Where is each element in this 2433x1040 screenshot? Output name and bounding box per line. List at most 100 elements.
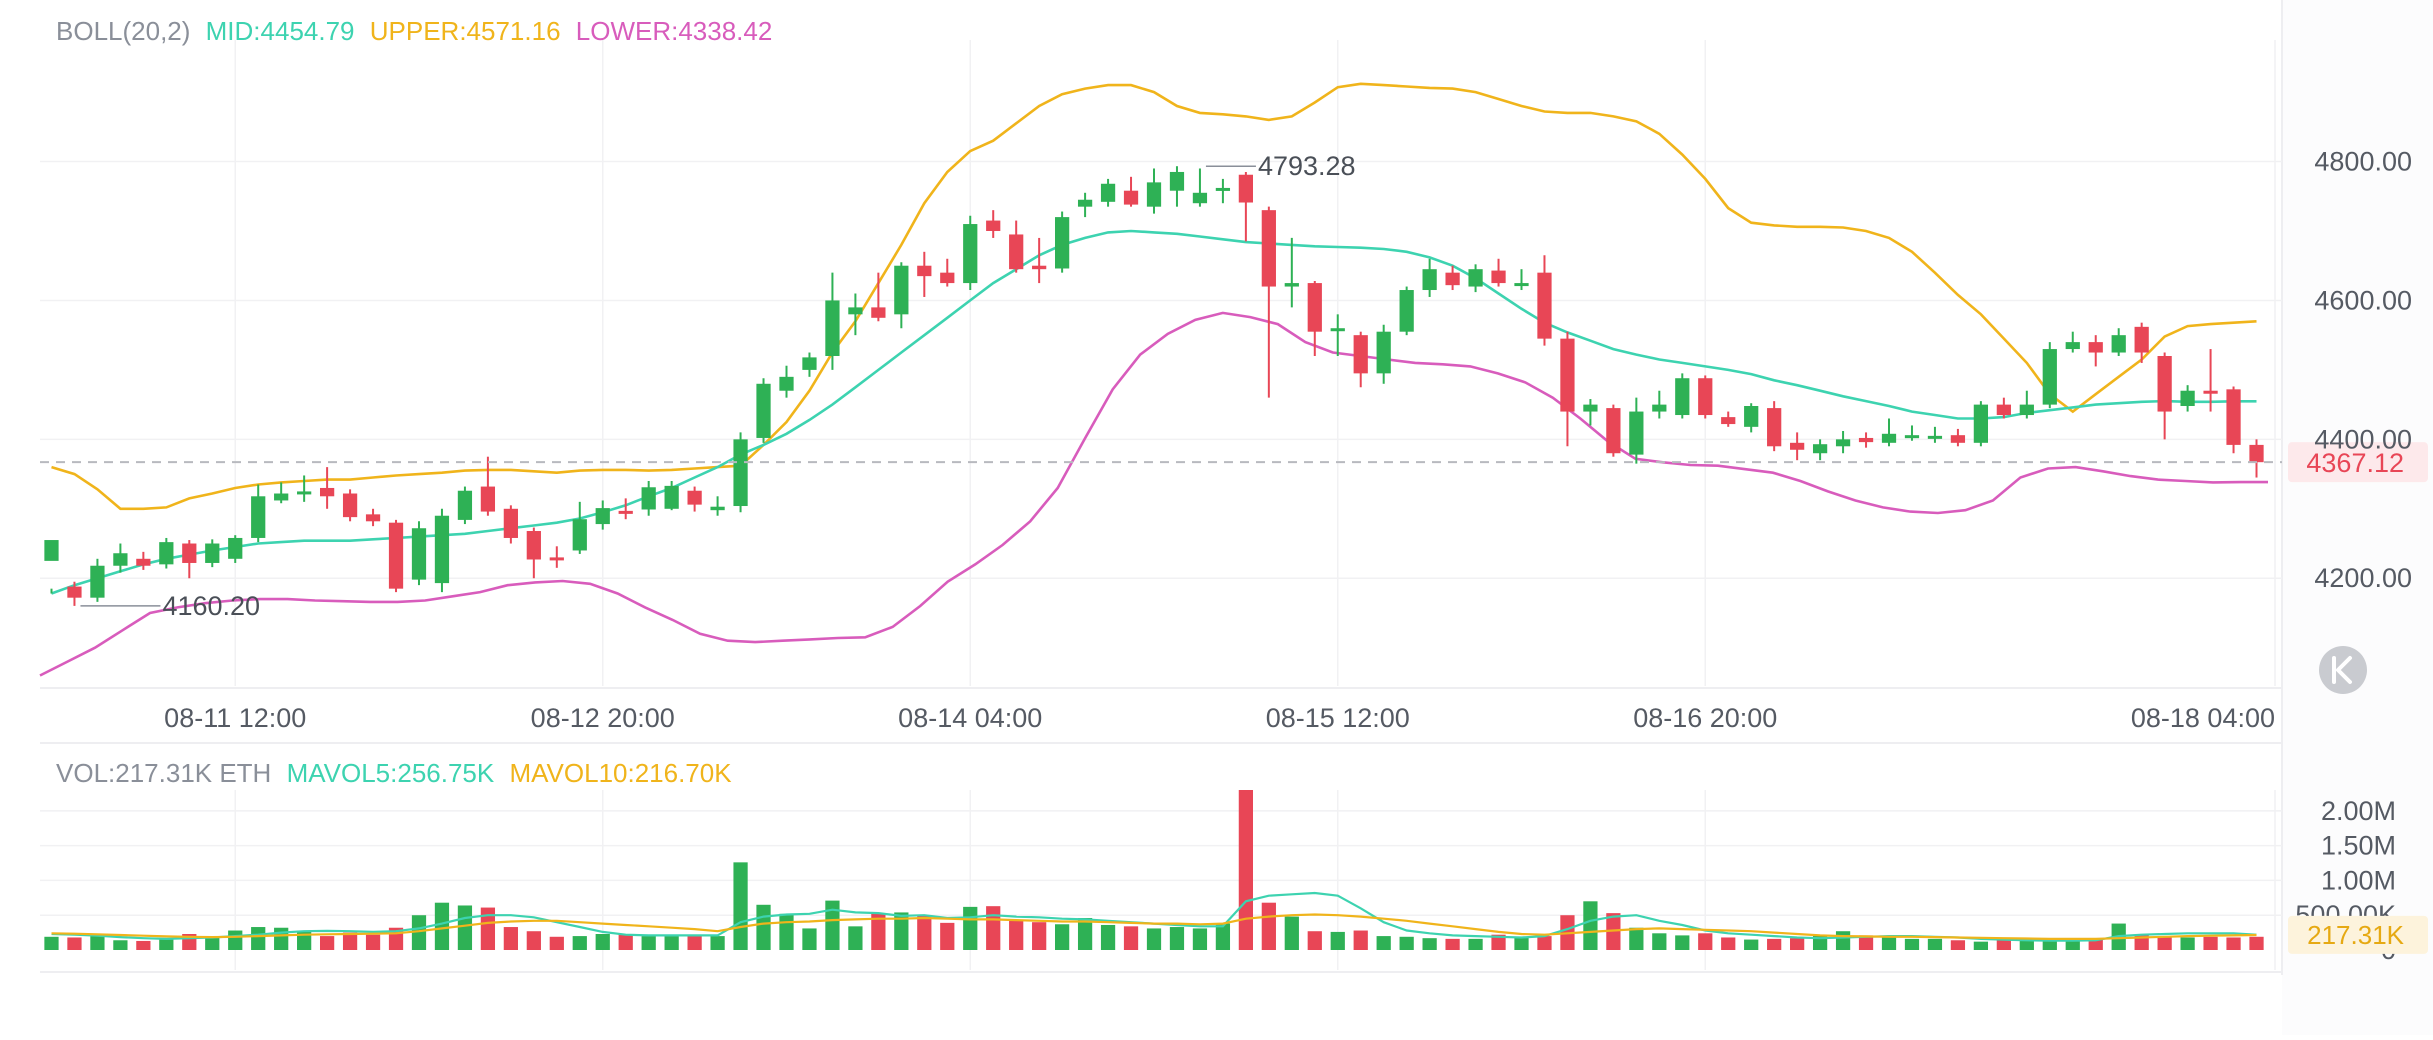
candle-body <box>1606 408 1621 454</box>
volume-bar <box>779 913 794 950</box>
candle-body <box>2088 342 2103 353</box>
volume-bar <box>2065 940 2080 950</box>
volume-bar <box>2180 937 2195 950</box>
volume-bar <box>1077 918 1093 950</box>
candle-body <box>1146 182 1162 207</box>
volume-bar <box>894 912 909 950</box>
right-axis-strip <box>2282 0 2433 1035</box>
volume-bar <box>1996 940 2011 950</box>
candle-body <box>894 265 909 315</box>
x-tick-label: 08-18 04:00 <box>2131 703 2275 733</box>
candle-body <box>274 493 289 501</box>
candle-body <box>756 383 771 438</box>
volume-bar <box>549 936 564 950</box>
volume-bar <box>136 940 151 950</box>
candle-body <box>664 485 679 509</box>
candle-body <box>228 537 243 559</box>
volume-bar <box>1835 931 1851 950</box>
mavol10-line <box>51 913 2257 940</box>
candle-body <box>1652 404 1667 412</box>
candle-body <box>1790 442 1805 450</box>
candle-body <box>44 540 59 561</box>
volume-bar <box>1675 935 1690 950</box>
candle-body <box>1215 187 1231 191</box>
candle-body <box>940 272 955 284</box>
scroll-to-latest-button-bg[interactable] <box>2319 646 2367 694</box>
candle-body <box>1077 199 1093 207</box>
candle-body <box>618 510 633 514</box>
volume-bar <box>1790 938 1805 950</box>
volume-bar <box>2157 936 2172 950</box>
candle-body <box>986 220 1001 231</box>
candle-body <box>1698 378 1713 416</box>
candle-body <box>182 543 197 563</box>
candle-body <box>319 487 335 497</box>
volume-bar <box>1514 936 1529 950</box>
volume-bar <box>1192 928 1208 950</box>
candle-body <box>917 265 932 277</box>
current-volume-label: 217.31K <box>2307 920 2405 950</box>
volume-bar <box>1330 931 1345 950</box>
volume-legend-vol: VOL:217.31K ETH <box>56 758 271 788</box>
volume-bar <box>1123 926 1139 950</box>
scroll-to-latest-button[interactable] <box>2319 646 2367 694</box>
volume-bar <box>1376 936 1391 950</box>
candle-body <box>802 357 817 370</box>
boll-legend: BOLL(20,2) MID:4454.79 UPPER:4571.16 LOW… <box>56 16 772 46</box>
candle-body <box>779 376 794 391</box>
volume-bar <box>2203 936 2218 950</box>
boll-upper-line <box>51 82 2257 511</box>
boll-legend-label: BOLL(20,2) <box>56 16 190 46</box>
volume-bar <box>1537 936 1552 950</box>
volume-bar <box>1307 931 1322 950</box>
candle-body <box>1307 283 1322 332</box>
volume-bar <box>871 913 886 950</box>
candle-body <box>1858 437 1874 443</box>
volume-bar <box>274 927 289 950</box>
volume-bar <box>319 936 335 950</box>
boll-lower-line <box>39 311 2268 677</box>
candle-body <box>2065 342 2080 350</box>
candle-body <box>136 558 151 566</box>
volume-bar <box>1927 938 1943 950</box>
candle-body <box>480 486 496 512</box>
candle-body <box>1537 272 1552 339</box>
volume-legend-mavol10: MAVOL10:216.70K <box>509 758 732 788</box>
max-price-label: 4793.28 <box>1258 151 1356 181</box>
candle-body <box>1491 270 1506 284</box>
volume-bar <box>1904 938 1920 950</box>
volume-bar <box>67 937 82 950</box>
volume-bar <box>480 907 496 950</box>
volume-bar <box>664 934 679 950</box>
candle-body <box>1835 439 1851 447</box>
candle-body <box>388 522 404 589</box>
candle-body <box>1996 404 2011 416</box>
candle-body <box>1904 435 1920 439</box>
candle-body <box>1009 234 1024 270</box>
volume-bar <box>1629 927 1644 950</box>
boll-legend-upper: UPPER:4571.16 <box>370 16 561 46</box>
candle-body <box>1169 171 1185 191</box>
candle-body <box>2249 444 2264 463</box>
volume-bar <box>1973 941 1989 950</box>
current-volume-badge <box>2288 915 2428 954</box>
volume-bar <box>1215 923 1231 950</box>
candle-body <box>526 531 541 560</box>
x-tick-label: 08-14 04:00 <box>898 703 1042 733</box>
candle-body <box>2226 389 2241 445</box>
candle-body <box>595 508 610 525</box>
volume-bar <box>1353 930 1368 950</box>
candle-body <box>1583 404 1598 412</box>
candle-body <box>641 487 656 510</box>
volume-y-tick-label: 1.00M <box>2321 865 2396 895</box>
volume-bar <box>1261 902 1276 950</box>
boll-legend-lower: LOWER:4338.42 <box>576 16 773 46</box>
volume-bar <box>205 936 220 950</box>
volume-bar <box>986 906 1001 950</box>
volume-bar <box>2019 940 2034 950</box>
price-y-tick-label: 4800.00 <box>2314 147 2412 177</box>
price-y-tick-label: 4200.00 <box>2314 563 2412 593</box>
volume-bar <box>2042 940 2057 950</box>
volume-bar <box>503 927 518 950</box>
